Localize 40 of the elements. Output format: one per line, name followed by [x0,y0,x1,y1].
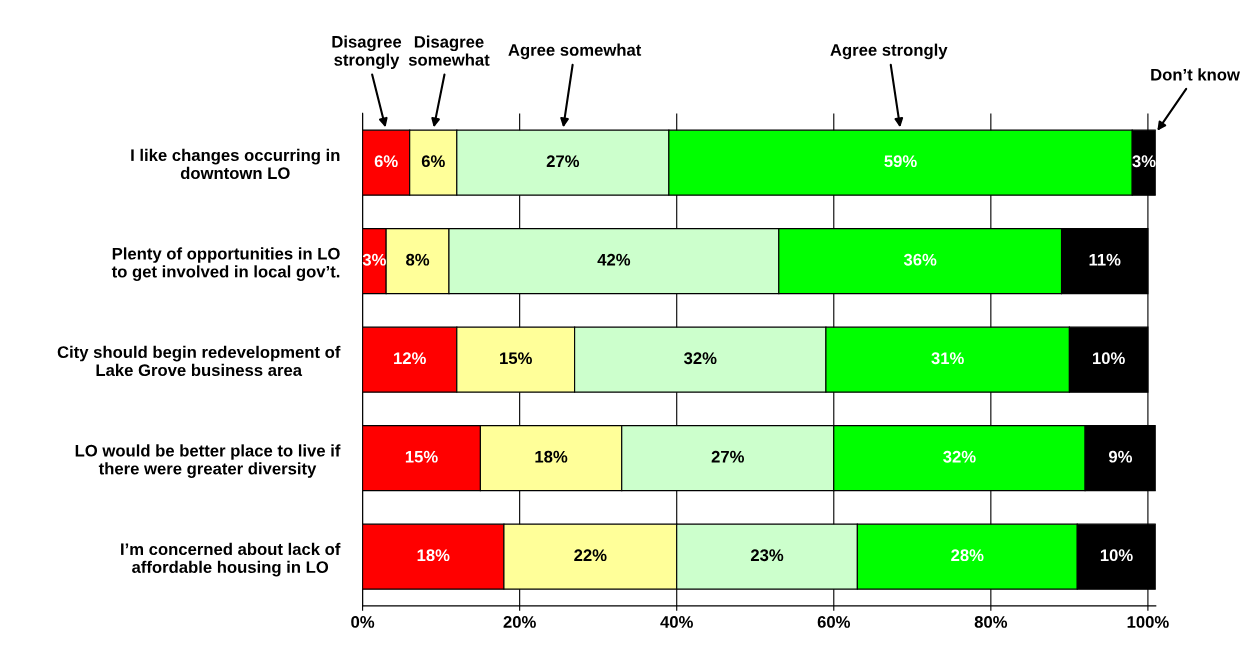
data-label: 6% [374,155,398,168]
data-label: 32% [943,450,976,463]
data-label: 15% [405,450,438,463]
data-label: 12% [394,352,426,365]
data-label: 18% [535,450,568,463]
y-tick-label: I like changes occurring in downtown LO [131,148,340,180]
data-label: 10% [1100,549,1133,562]
data-label: 27% [546,155,580,168]
data-label: 28% [951,549,984,562]
x-tick-label: 100% [1127,616,1169,628]
text: Don’t know [1151,68,1240,81]
y-tick-label: City should begin redevelopment of Lake Grove business area [57,345,341,377]
data-label: 11% [1089,253,1121,266]
text: Agree strongly [830,43,948,60]
data-label: 31% [931,352,964,365]
data-label: 36% [903,253,937,266]
data-label: 8% [406,253,430,266]
y-tick-label: LO would be better place to live if there were greater diversity [75,444,341,478]
data-label: 32% [683,352,717,365]
data-label: 10% [1093,352,1125,365]
data-label: 9% [1108,450,1133,463]
x-tick-label: 80% [974,616,1008,628]
data-label: 22% [574,549,607,562]
text: Agree somewhat [508,43,642,60]
data-label: 6% [421,155,445,168]
y-tick-label: Plenty of opportunities in LO to get involved in local gov’t. [111,247,340,281]
data-label: 18% [417,549,450,562]
x-tick-label: 40% [660,616,693,628]
x-tick-label: 20% [503,616,536,628]
x-tick-label: 0% [351,616,375,628]
x-tick-label: 60% [817,616,851,628]
data-label: 59% [884,155,917,168]
text: Disagree somewhat [408,35,490,66]
data-label: 23% [750,549,784,562]
text: Disagree strongly [332,35,402,70]
data-label: 42% [597,253,631,266]
data-label: 15% [500,352,532,365]
y-tick-label: I’m concerned about lack of affordable housing in LO [121,542,341,577]
data-label: 3% [1132,155,1156,168]
data-label: 27% [711,450,744,463]
